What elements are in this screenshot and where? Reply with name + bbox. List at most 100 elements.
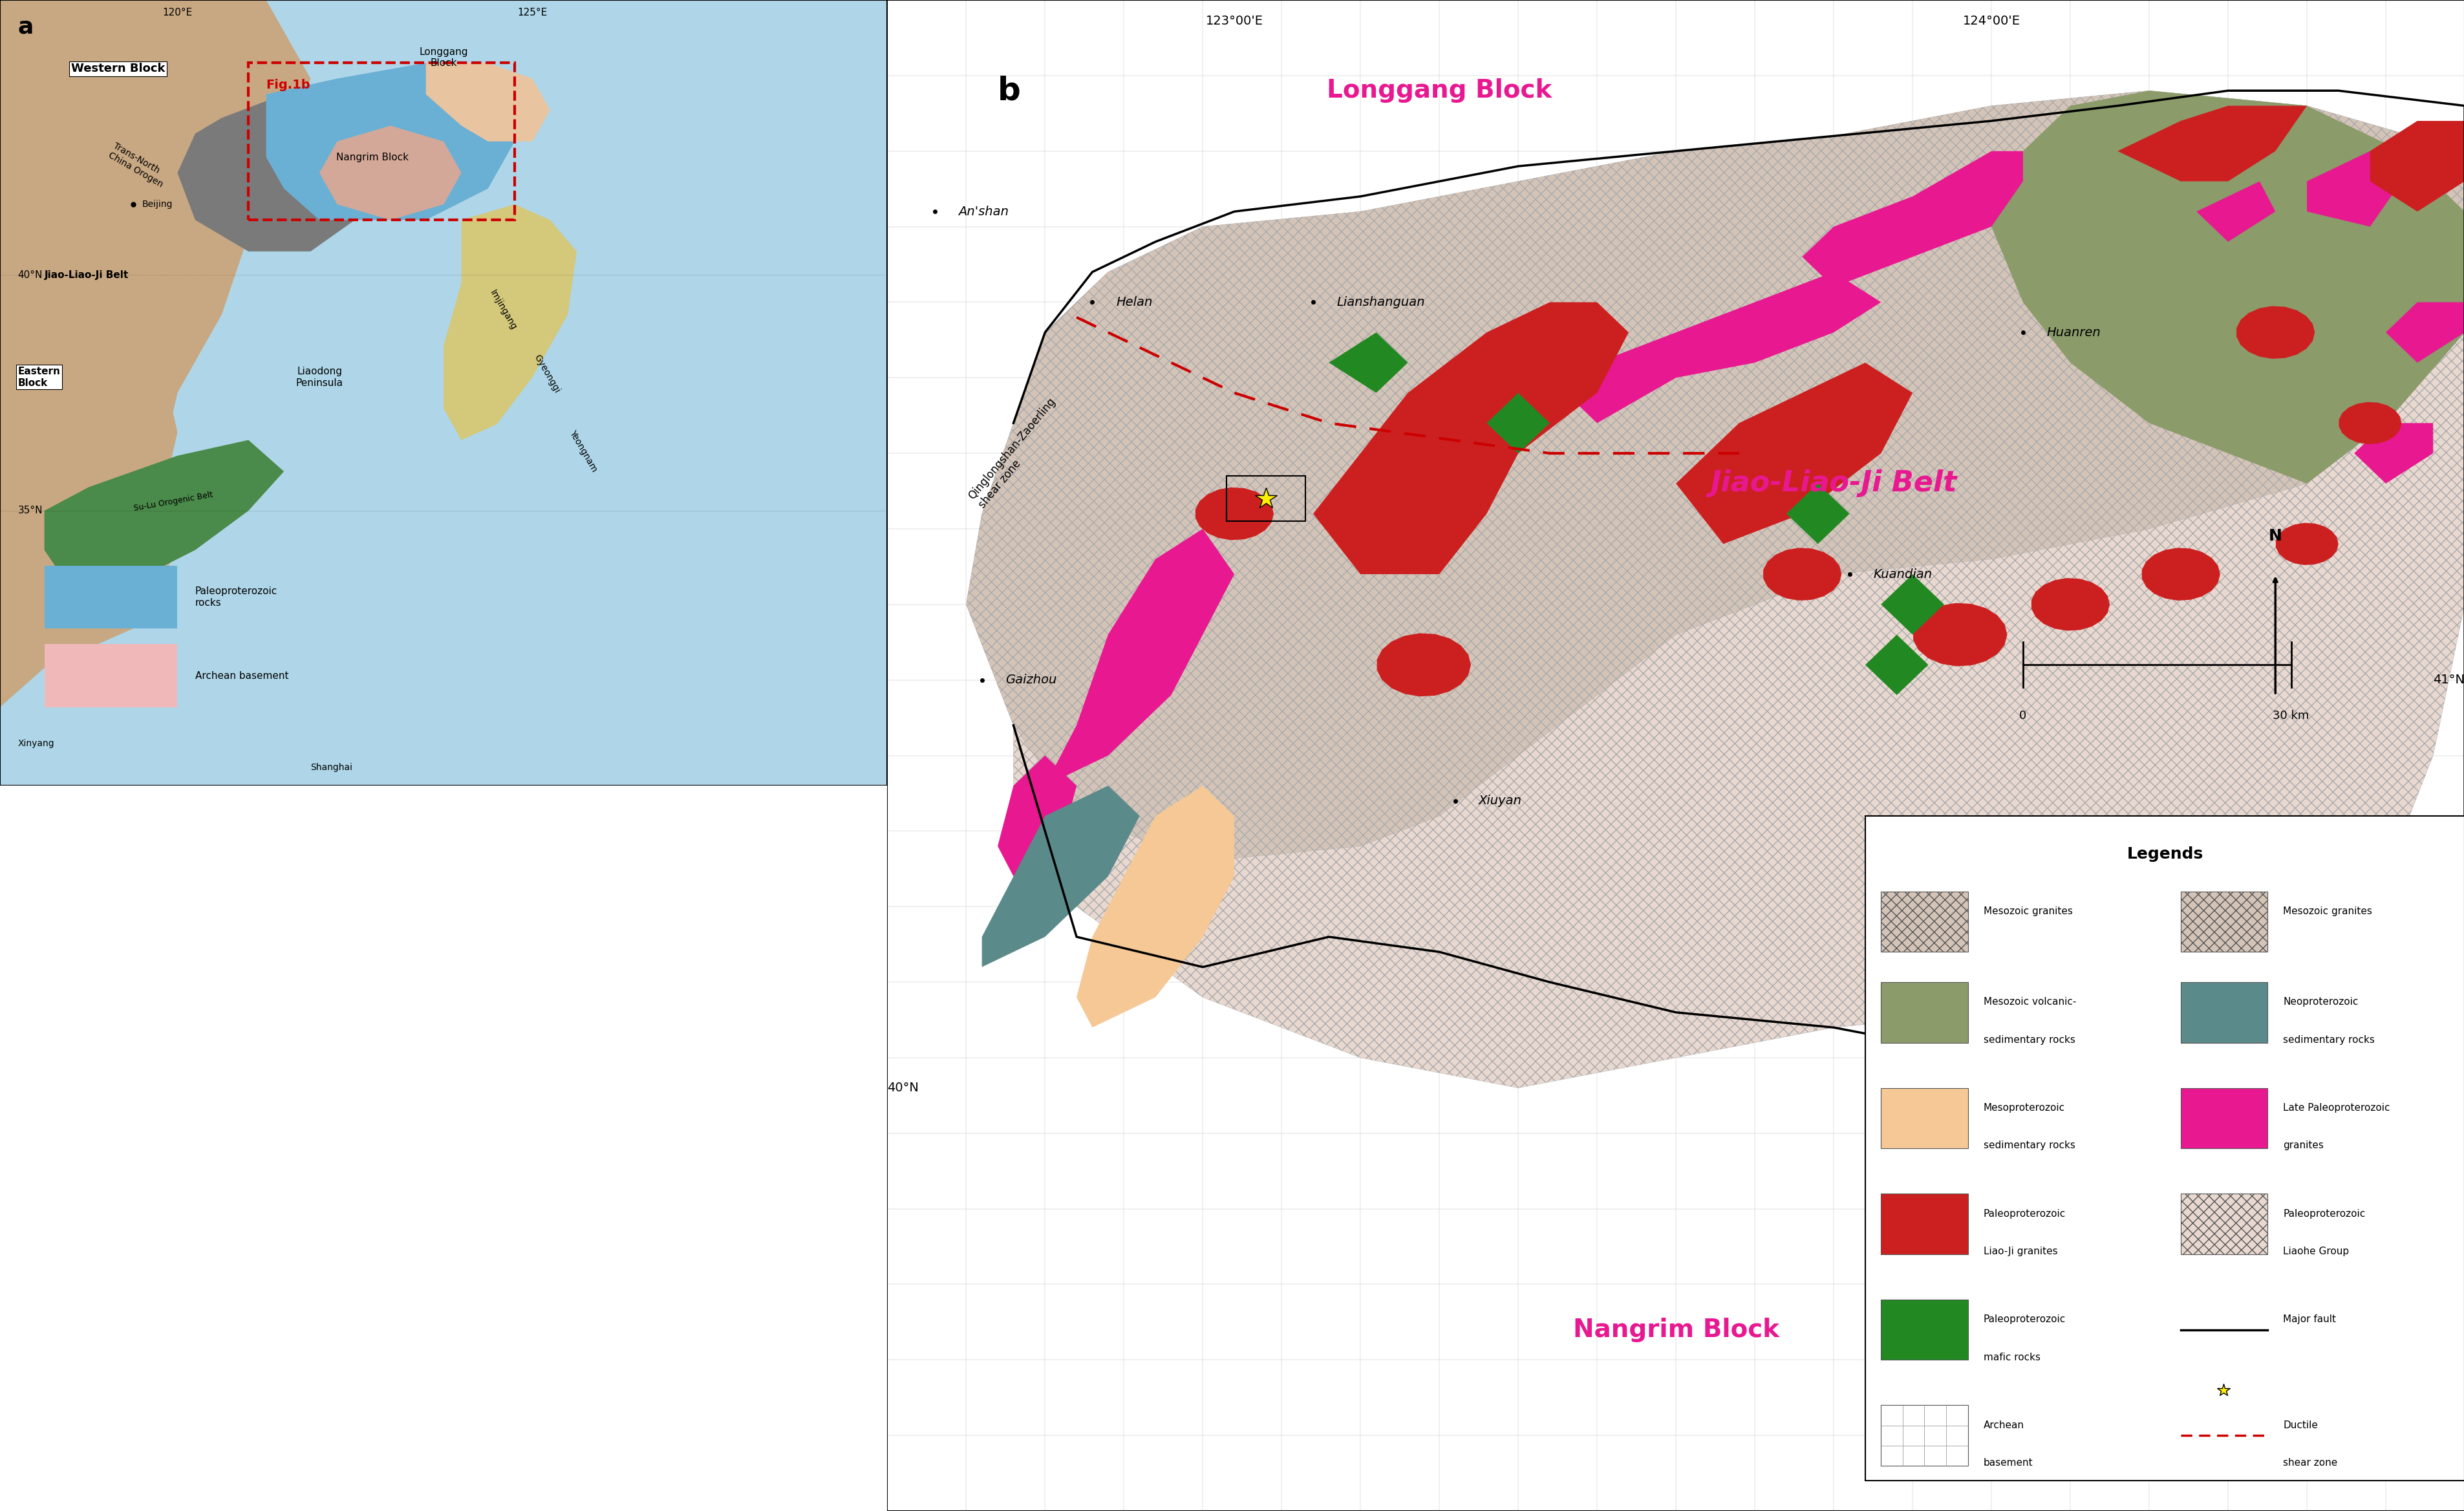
Text: Paleoproterozoic: Paleoproterozoic <box>1984 1209 2065 1218</box>
Polygon shape <box>2306 151 2400 227</box>
Text: Helan: Helan <box>1116 296 1153 308</box>
Text: Mesozoic volcanic-: Mesozoic volcanic- <box>1984 997 2075 1006</box>
Text: Gyeonggi: Gyeonggi <box>532 354 562 394</box>
Text: Xinyang: Xinyang <box>17 739 54 748</box>
Text: basement: basement <box>1984 1458 2033 1467</box>
Text: An'shan: An'shan <box>958 205 1008 218</box>
Bar <box>1227 476 1306 521</box>
Text: Xiuyan: Xiuyan <box>1478 795 1523 807</box>
Text: Huanren: Huanren <box>2045 326 2099 338</box>
Text: 120°E: 120°E <box>163 8 192 18</box>
Polygon shape <box>177 94 372 251</box>
Polygon shape <box>2385 302 2464 363</box>
Polygon shape <box>426 63 549 142</box>
Polygon shape <box>0 0 310 707</box>
Polygon shape <box>44 565 177 629</box>
Text: Liaohe Group: Liaohe Group <box>2282 1247 2348 1256</box>
Polygon shape <box>998 756 1077 876</box>
Text: 41°N: 41°N <box>2432 674 2464 686</box>
Bar <box>2181 891 2267 952</box>
Text: 123°00'E: 123°00'E <box>1205 15 1262 27</box>
Polygon shape <box>2030 579 2109 630</box>
Polygon shape <box>1991 91 2464 484</box>
Polygon shape <box>2141 548 2220 600</box>
Text: Longgang
Block: Longgang Block <box>419 47 468 68</box>
Polygon shape <box>2117 106 2306 181</box>
Text: Trans-North
China Orogen: Trans-North China Orogen <box>106 142 170 189</box>
Text: Mesozoic granites: Mesozoic granites <box>2282 907 2375 916</box>
Text: Nangrim Block: Nangrim Block <box>1572 1318 1779 1342</box>
Text: 40°N: 40°N <box>887 1082 919 1094</box>
Bar <box>1880 891 1966 952</box>
Text: Neoproterozoic: Neoproterozoic <box>2282 997 2358 1006</box>
Polygon shape <box>1801 151 2023 287</box>
Bar <box>2181 1194 2267 1254</box>
Text: Beijing: Beijing <box>143 199 172 209</box>
Bar <box>1880 1194 1966 1254</box>
Bar <box>1880 1405 1966 1466</box>
Polygon shape <box>2235 307 2314 358</box>
Text: Mesozoic granites: Mesozoic granites <box>1984 907 2072 916</box>
Polygon shape <box>1786 484 1848 544</box>
Polygon shape <box>1880 574 1944 635</box>
Text: Nangrim Block: Nangrim Block <box>338 153 409 162</box>
Polygon shape <box>1328 332 1407 393</box>
Polygon shape <box>2274 523 2338 565</box>
Polygon shape <box>444 204 577 440</box>
Text: Ductile: Ductile <box>2282 1420 2319 1429</box>
Text: 124°00'E: 124°00'E <box>1961 15 2020 27</box>
Polygon shape <box>1013 332 2464 1088</box>
Text: Paleoproterozoic: Paleoproterozoic <box>2282 1209 2365 1218</box>
Polygon shape <box>1377 633 1471 697</box>
Polygon shape <box>44 440 283 589</box>
Text: sedimentary rocks: sedimentary rocks <box>1984 1141 2075 1150</box>
Polygon shape <box>966 91 2464 861</box>
Text: b: b <box>998 76 1020 107</box>
Text: a: a <box>17 15 34 38</box>
Bar <box>1865 816 2464 1481</box>
Polygon shape <box>1077 786 1234 1027</box>
Polygon shape <box>2370 121 2464 212</box>
Polygon shape <box>320 125 461 221</box>
Text: Qinglongshan-Zaoerling
shear zone: Qinglongshan-Zaoerling shear zone <box>966 396 1067 511</box>
Polygon shape <box>266 63 515 221</box>
Text: 125°E: 125°E <box>517 8 547 18</box>
Bar <box>2181 982 2267 1043</box>
Polygon shape <box>2195 181 2274 242</box>
Polygon shape <box>1676 363 1912 544</box>
Text: Dandong: Dandong <box>2045 870 2104 882</box>
Polygon shape <box>981 786 1138 967</box>
Text: Imjingang: Imjingang <box>488 289 517 332</box>
Text: Paleoproterozoic
rocks: Paleoproterozoic rocks <box>195 586 278 607</box>
Text: Jiao-Liao-Ji Belt: Jiao-Liao-Ji Belt <box>44 270 128 280</box>
Text: N: N <box>2267 529 2282 544</box>
Text: Longgang Block: Longgang Block <box>1326 79 1552 103</box>
Bar <box>1880 1088 1966 1148</box>
Text: Legends: Legends <box>2126 846 2203 861</box>
Polygon shape <box>0 329 177 589</box>
Polygon shape <box>1313 302 1629 574</box>
Polygon shape <box>2338 402 2400 444</box>
Text: sedimentary rocks: sedimentary rocks <box>1984 1035 2075 1044</box>
Text: Kuandian: Kuandian <box>1873 568 1932 580</box>
Text: Liao-Ji granites: Liao-Ji granites <box>1984 1247 2057 1256</box>
Bar <box>249 63 515 221</box>
Text: Archean basement: Archean basement <box>195 671 288 680</box>
Bar <box>1880 982 1966 1043</box>
Polygon shape <box>1045 529 1234 786</box>
Text: Eastern
Block: Eastern Block <box>17 367 59 388</box>
Text: Jiao-Liao-Ji Belt: Jiao-Liao-Ji Belt <box>1710 470 1956 497</box>
Text: Mesoproterozoic: Mesoproterozoic <box>1984 1103 2065 1112</box>
Text: Liaodong
Peninsula: Liaodong Peninsula <box>296 367 342 388</box>
Polygon shape <box>2353 423 2432 484</box>
Text: Major fault: Major fault <box>2282 1315 2336 1324</box>
Text: Archean: Archean <box>1984 1420 2023 1429</box>
Bar <box>2181 1088 2267 1148</box>
Text: Paleoproterozoic: Paleoproterozoic <box>1984 1315 2065 1324</box>
Text: granites: granites <box>2282 1141 2324 1150</box>
Text: Late Paleoproterozoic: Late Paleoproterozoic <box>2282 1103 2390 1112</box>
Text: Gaizhou: Gaizhou <box>1005 674 1057 686</box>
Text: 0: 0 <box>2018 710 2025 722</box>
Text: shear zone: shear zone <box>2282 1458 2338 1467</box>
Polygon shape <box>966 91 2464 861</box>
